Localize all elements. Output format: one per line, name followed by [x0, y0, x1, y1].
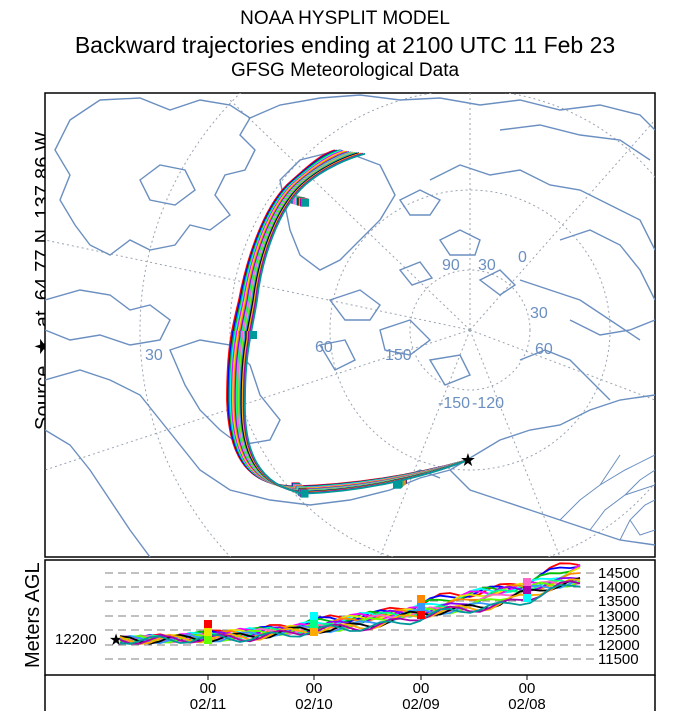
grid-label: 60 — [315, 339, 333, 356]
agl-marker — [417, 603, 425, 611]
agl-marker — [310, 612, 318, 620]
x-tick-date: 02/11 — [190, 696, 226, 711]
agl-marker — [417, 611, 425, 619]
trajectory-marker — [393, 480, 401, 489]
agl-x-ticks — [207, 675, 528, 680]
grid-label: -120 — [472, 395, 504, 412]
y-tick-label: 13000 — [598, 608, 640, 625]
map-frame — [44, 92, 656, 558]
coastlines — [45, 94, 655, 557]
grid-label: -150 — [438, 395, 470, 412]
source-star-icon: ★ — [460, 450, 476, 470]
trajectory-marker — [249, 331, 257, 339]
start-height-label: 12200 — [55, 631, 97, 648]
y-tick-label: 13500 — [598, 593, 640, 610]
title-model: NOAA HYSPLIT MODEL — [240, 8, 450, 29]
agl-profile-line — [119, 584, 581, 645]
grid-label: 30 — [145, 347, 163, 364]
agl-y-ticks: 14500 14000 13500 13000 12500 12000 1150… — [598, 565, 640, 668]
agl-marker — [310, 628, 318, 636]
trajectory-line — [244, 152, 469, 495]
grid-label: 150 — [385, 347, 412, 364]
agl-trajectory-group — [119, 562, 581, 645]
grid-label: 30 — [478, 257, 496, 274]
y-tick-label: 11500 — [598, 651, 639, 668]
y-tick-label: 12000 — [598, 637, 640, 654]
y-tick-label: 14000 — [598, 579, 640, 596]
agl-marker — [204, 628, 212, 636]
agl-gridlines — [105, 572, 595, 660]
x-tick-date: 02/10 — [295, 696, 333, 711]
agl-marker — [523, 594, 531, 602]
x-tick-hour: 00 — [413, 680, 430, 697]
grid-label: 30 — [530, 305, 548, 322]
agl-source-star-icon: ★ — [109, 632, 123, 649]
x-tick-hour: 00 — [306, 680, 323, 697]
x-tick-hour: 00 — [519, 680, 536, 697]
agl-marker — [204, 636, 212, 644]
trajectory-group — [226, 149, 469, 498]
x-tick-date: 02/09 — [402, 696, 440, 711]
trajectory-marker — [301, 198, 309, 207]
grid-label: 60 — [535, 341, 553, 358]
agl-marker — [310, 620, 318, 628]
agl-marker — [523, 586, 531, 594]
x-tick-hour: 00 — [200, 680, 217, 697]
agl-x-tick-labels: 00 02/11 00 02/10 00 02/09 00 02/08 — [190, 680, 546, 711]
x-tick-date: 02/08 — [508, 696, 546, 711]
y-tick-label: 14500 — [598, 565, 640, 582]
grid-label: 90 — [442, 257, 460, 274]
title-met-data: GFSG Meteorological Data — [230, 60, 460, 81]
y-tick-label: 12500 — [598, 622, 640, 639]
trajectory-marker — [300, 489, 309, 498]
political-borders — [559, 454, 655, 541]
agl-marker — [417, 595, 425, 603]
agl-marker — [204, 620, 212, 628]
agl-profile-line — [119, 580, 581, 645]
agl-profile-line — [119, 580, 581, 644]
title-trajectories: Backward trajectories ending at 2100 UTC… — [74, 32, 616, 58]
grid-label: 0 — [518, 249, 527, 266]
agl-marker — [523, 578, 531, 586]
graticule-labels: 30 60 90 30 0 30 60 150 -150 -120 — [145, 249, 553, 412]
